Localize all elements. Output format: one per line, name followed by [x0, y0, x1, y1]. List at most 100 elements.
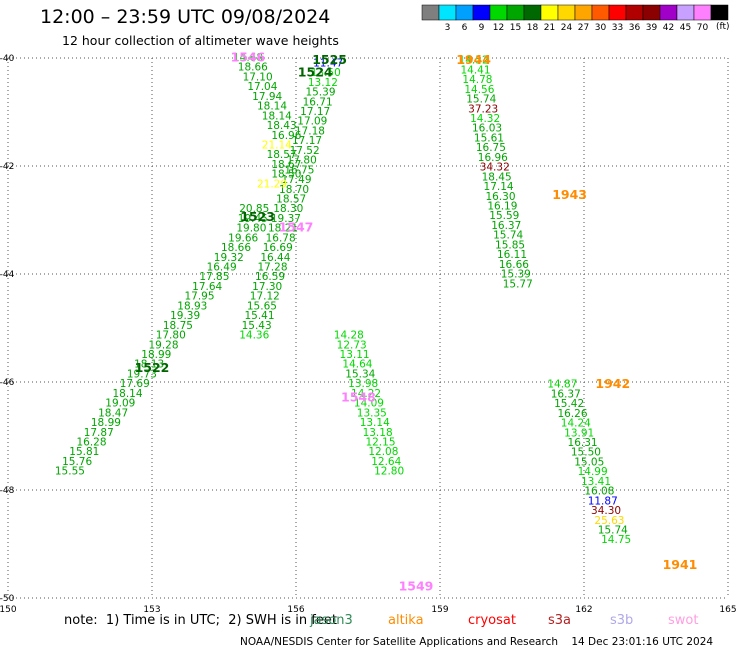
swh-value-label: 17.85: [199, 271, 229, 283]
mission-label: cryosat: [468, 613, 516, 628]
colorbar-tick-label: 70: [697, 23, 709, 33]
chart-title: 12:00 – 23:59 UTC 09/08/2024: [40, 6, 331, 28]
swh-value-label: 18.21: [268, 223, 298, 235]
x-tick-label: 156: [287, 605, 304, 615]
time-label: 1523: [240, 209, 275, 224]
colorbar-tick-label: 9: [479, 23, 485, 33]
swh-value-label: 19.37: [271, 213, 301, 225]
swh-value-label: 18.67: [271, 159, 301, 171]
colorbar-swatch: [591, 4, 610, 21]
colorbar-tick-label: 45: [680, 23, 691, 33]
colorbar-tick-label: 33: [612, 23, 623, 33]
swh-value-label: 13.35: [357, 407, 387, 419]
colorbar-tick-label: 15: [510, 23, 521, 33]
swh-value-label: 37.23: [468, 103, 498, 115]
y-tick-label: -46: [0, 378, 15, 388]
swh-value-label: 15.61: [474, 132, 504, 144]
colorbar-unit: (ft): [716, 22, 730, 32]
y-tick-label: -42: [0, 162, 14, 172]
colorbar-tick-label: 6: [462, 23, 468, 33]
swh-value-label: 15.34: [345, 368, 375, 380]
swh-value-label: 16.71: [303, 96, 333, 108]
swh-value-label: 18.57: [276, 193, 306, 205]
swh-value-label: 17.12: [250, 291, 280, 303]
colorbar-swatch: [574, 4, 593, 21]
mission-label: swot: [668, 613, 699, 628]
colorbar-swatch: [676, 4, 695, 21]
swh-value-label: 18.66: [221, 242, 251, 254]
swh-value-label: 13.18: [363, 427, 393, 439]
swh-value-label: 15.43: [242, 320, 272, 332]
swh-value-label: 15.74: [598, 525, 628, 537]
swh-value-label: 16.96: [478, 152, 508, 164]
swh-value-label: 14.68: [233, 52, 263, 64]
colorbar-swatch: [693, 4, 712, 21]
mission-label: s3b: [610, 613, 634, 628]
colorbar-tick-label: 36: [629, 23, 641, 33]
swh-value-label: 19.28: [148, 339, 178, 351]
swh-value-label: 17.80: [287, 155, 317, 167]
colorbar-tick-label: 24: [561, 23, 573, 33]
colorbar-swatch: [540, 4, 559, 21]
swh-value-label: 18.70: [279, 184, 309, 196]
colorbar-tick-label: 39: [646, 23, 658, 33]
swh-value-label: 19.45: [238, 213, 268, 225]
colorbar-swatch: [506, 4, 525, 21]
swh-value-label: 15.05: [574, 456, 604, 468]
colorbar-swatch: [557, 4, 576, 21]
swh-value-label: 25.63: [594, 515, 624, 527]
swh-value-label: 17.52: [290, 145, 320, 157]
swh-value-label: 18.14: [257, 101, 287, 113]
swh-value-label: 12.80: [374, 466, 404, 478]
swh-value-label: 13.41: [581, 476, 611, 488]
time-label: 1944: [456, 52, 491, 67]
swh-value-label: 16.19: [487, 201, 517, 213]
swh-value-label: 16.59: [255, 271, 285, 283]
swh-value-label: 16.44: [260, 252, 290, 264]
swh-value-label: 16.03: [472, 123, 502, 135]
swh-value-label: 14.52: [459, 55, 489, 67]
swh-value-label: 16.26: [557, 408, 587, 420]
time-label: 1547: [279, 220, 314, 235]
time-label: 1524: [298, 65, 333, 80]
swh-value-label: 14.32: [470, 113, 500, 125]
swh-value-label: 11.47: [313, 57, 343, 69]
swh-value-label: 14.41: [460, 64, 490, 76]
swh-value-label: 18.30: [273, 203, 303, 215]
swh-value-label: 13.50: [311, 67, 341, 79]
colorbar-swatch: [710, 4, 729, 21]
data-points: 20.8519.4519.8019.6618.6619.3216.4917.85…: [55, 52, 631, 546]
swh-value-label: 18.57: [267, 149, 297, 161]
swh-value-label: 16.37: [551, 388, 581, 400]
swh-value-label: 17.80: [156, 330, 186, 342]
swh-value-label: 18.66: [238, 62, 268, 74]
swh-value-label: 19.80: [236, 223, 266, 235]
swh-value-label: 17.69: [120, 378, 150, 390]
swh-value-label: 17.10: [243, 71, 273, 83]
swh-value-label: 16.37: [491, 220, 521, 232]
swh-value-label: 19.66: [228, 232, 258, 244]
colorbar-swatch: [421, 4, 440, 21]
swh-value-label: 21.14: [262, 139, 292, 151]
colorbar-swatch: [489, 4, 508, 21]
swh-value-label: 15.39: [305, 87, 335, 99]
swh-value-label: 18.47: [98, 407, 128, 419]
colorbar-tick-label: 27: [578, 23, 589, 33]
y-tick-label: -50: [0, 594, 15, 604]
swh-value-label: 13.91: [564, 427, 594, 439]
swh-value-label: 17.49: [281, 174, 311, 186]
swh-value-label: 14.56: [464, 84, 494, 96]
swh-value-label: 17.95: [184, 291, 214, 303]
swh-value-label: 19.73: [127, 368, 157, 380]
swh-value-label: 17.09: [297, 116, 327, 128]
y-tick-label: -44: [0, 270, 15, 280]
footer-credit: NOAA/NESDIS Center for Satellite Applica…: [240, 636, 714, 648]
swh-value-label: 19.09: [105, 398, 135, 410]
swh-value-label: 15.50: [571, 447, 601, 459]
swh-value-label: 16.78: [266, 232, 296, 244]
x-tick-label: 162: [575, 605, 592, 615]
swh-value-label: 14.28: [334, 330, 364, 342]
time-label: 1943: [552, 187, 587, 202]
mission-label: jason3: [310, 613, 353, 628]
